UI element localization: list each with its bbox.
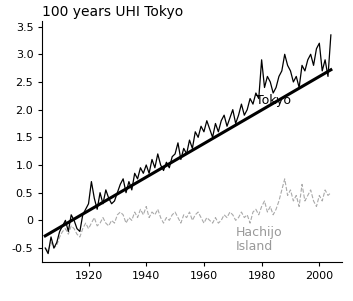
Text: 100 years UHI Tokyo: 100 years UHI Tokyo	[42, 5, 184, 19]
Text: Hachijo
Island: Hachijo Island	[236, 226, 282, 253]
Text: Tokyo: Tokyo	[256, 94, 291, 107]
